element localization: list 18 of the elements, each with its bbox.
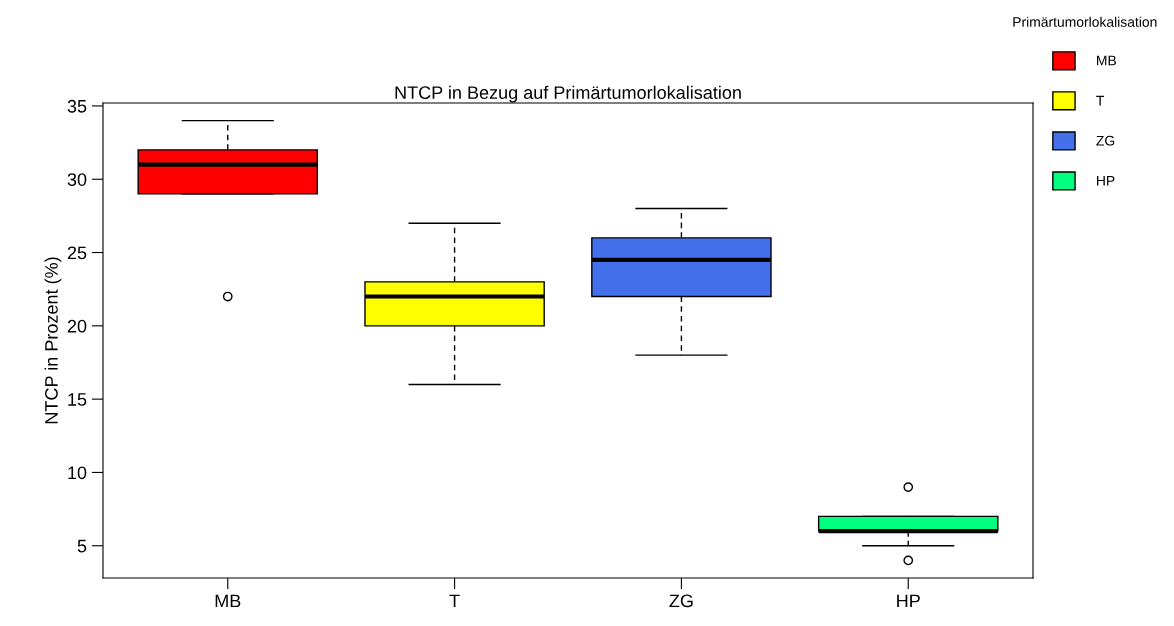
y-axis-title: NTCP in Prozent (%) xyxy=(44,257,62,424)
y-tick-label: 30 xyxy=(67,173,87,186)
y-tick-label: 5 xyxy=(77,539,87,553)
legend-title: Primärtumorlokalisation xyxy=(1013,16,1157,27)
legend-label: T xyxy=(1096,95,1105,106)
legend-label: HP xyxy=(1097,175,1115,186)
y-tick-label: 10 xyxy=(68,466,87,480)
x-tick-label: ZG xyxy=(669,594,693,608)
y-tick-label: 15 xyxy=(68,393,87,406)
chart-title: NTCP in Bezug auf Primärtumorlokalisation xyxy=(395,85,741,103)
legend-label: MB xyxy=(1097,55,1116,66)
y-tick-label: 35 xyxy=(67,99,87,113)
x-tick-label: T xyxy=(449,594,460,608)
y-tick-label: 20 xyxy=(67,319,87,333)
legend-label: ZG xyxy=(1096,135,1115,146)
y-tick-label: 25 xyxy=(67,246,87,260)
x-tick-label: HP xyxy=(897,594,920,608)
x-tick-label: MB xyxy=(215,594,241,608)
